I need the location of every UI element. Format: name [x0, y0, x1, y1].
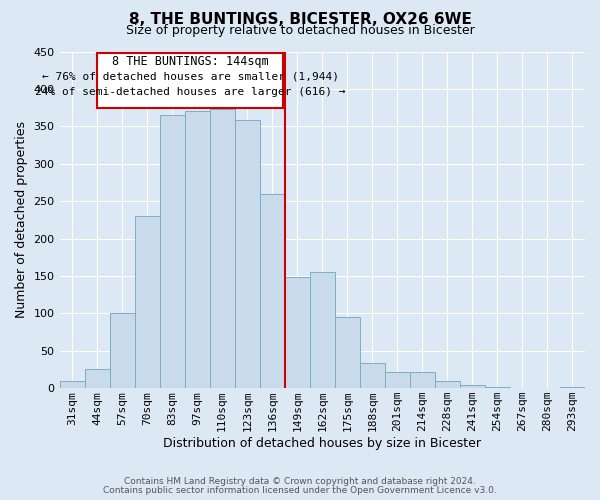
Bar	[160, 115, 185, 388]
Text: ← 76% of detached houses are smaller (1,944): ← 76% of detached houses are smaller (1,…	[42, 72, 339, 82]
Bar	[410, 372, 435, 388]
Bar	[209, 109, 235, 388]
Text: 8, THE BUNTINGS, BICESTER, OX26 6WE: 8, THE BUNTINGS, BICESTER, OX26 6WE	[128, 12, 472, 28]
Bar	[435, 380, 460, 388]
Bar	[185, 112, 209, 388]
Text: 24% of semi-detached houses are larger (616) →: 24% of semi-detached houses are larger (…	[35, 87, 346, 97]
Bar	[285, 278, 310, 388]
Text: Contains public sector information licensed under the Open Government Licence v3: Contains public sector information licen…	[103, 486, 497, 495]
Text: 8 THE BUNTINGS: 144sqm: 8 THE BUNTINGS: 144sqm	[112, 56, 269, 68]
Text: Size of property relative to detached houses in Bicester: Size of property relative to detached ho…	[125, 24, 475, 37]
Text: Contains HM Land Registry data © Crown copyright and database right 2024.: Contains HM Land Registry data © Crown c…	[124, 478, 476, 486]
Bar	[134, 216, 160, 388]
Bar	[385, 372, 410, 388]
Bar	[110, 314, 134, 388]
Bar	[460, 385, 485, 388]
Bar	[335, 317, 360, 388]
X-axis label: Distribution of detached houses by size in Bicester: Distribution of detached houses by size …	[163, 437, 481, 450]
Y-axis label: Number of detached properties: Number of detached properties	[15, 122, 28, 318]
FancyBboxPatch shape	[97, 53, 283, 108]
Bar	[235, 120, 260, 388]
Bar	[59, 380, 85, 388]
Bar	[360, 362, 385, 388]
Bar	[310, 272, 335, 388]
Bar	[260, 194, 285, 388]
Bar	[85, 370, 110, 388]
